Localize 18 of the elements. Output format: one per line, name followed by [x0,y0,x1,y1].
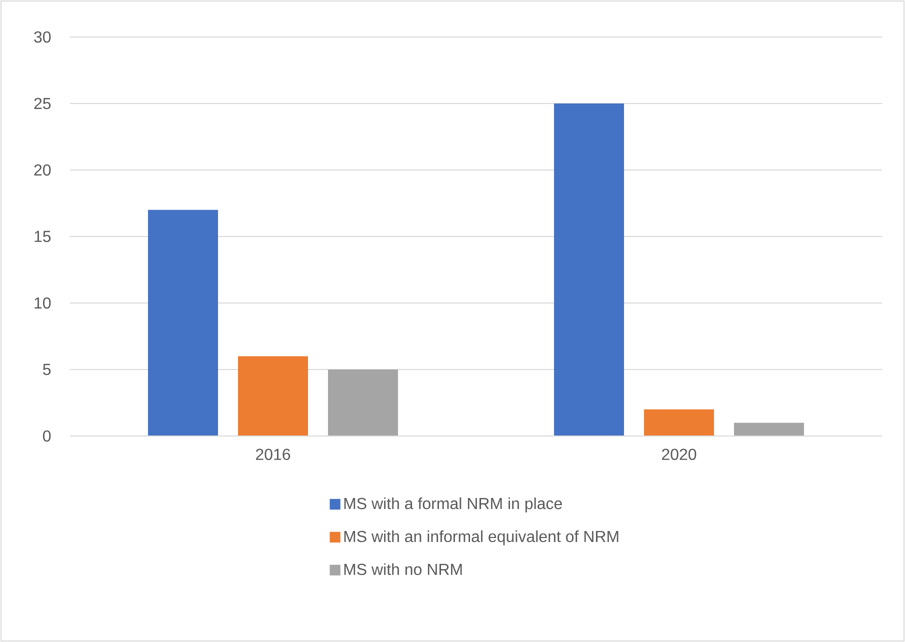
x-tick-label: 2020 [662,448,696,460]
bar [734,422,804,436]
bar [554,103,624,436]
bar [644,409,714,436]
x-tick-label: 2016 [256,448,290,460]
y-tick-label: 0 [43,430,51,442]
legend-label: MS with a formal NRM in place [344,497,562,512]
legend-label: MS with an informal equivalent of NRM [344,530,618,546]
y-tick-label: 30 [34,31,51,43]
bar [238,356,308,436]
bar [328,369,398,436]
legend-label: MS with no NRM [344,563,462,576]
y-tick-label: 15 [34,230,51,242]
y-tick-label: 20 [34,164,51,176]
y-tick-label: 10 [34,297,51,309]
y-tick-label: 5 [43,364,51,376]
y-tick-label: 25 [34,98,51,110]
bar [148,210,218,436]
